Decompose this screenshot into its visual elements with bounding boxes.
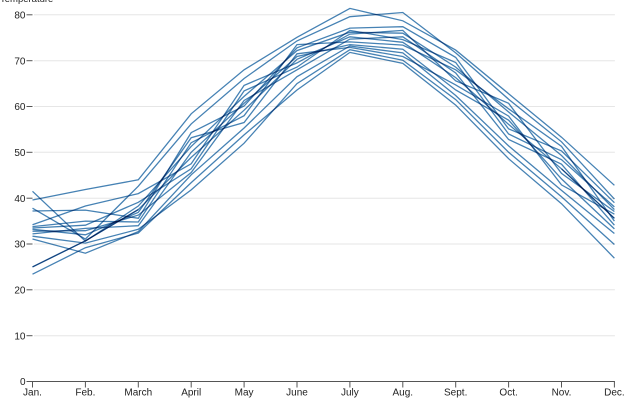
svg-text:June: June (286, 388, 308, 399)
svg-text:Sept.: Sept. (444, 388, 467, 399)
svg-text:10: 10 (14, 331, 26, 342)
svg-text:20: 20 (14, 285, 26, 296)
svg-text:0: 0 (20, 377, 26, 388)
svg-text:60: 60 (14, 102, 26, 113)
svg-text:30: 30 (14, 240, 26, 251)
svg-text:Aug.: Aug. (393, 388, 414, 399)
svg-text:April: April (181, 388, 201, 399)
svg-text:40: 40 (14, 194, 26, 205)
svg-text:Oct.: Oct. (499, 388, 517, 399)
svg-text:Temperature: Temperature (0, 0, 53, 5)
svg-text:Nov.: Nov. (552, 388, 572, 399)
svg-text:Jan.: Jan. (23, 388, 42, 399)
svg-text:March: March (124, 388, 152, 399)
svg-text:July: July (341, 388, 359, 399)
svg-text:Feb.: Feb. (75, 388, 95, 399)
svg-text:50: 50 (14, 148, 26, 159)
svg-text:May: May (235, 388, 254, 399)
svg-text:80: 80 (14, 10, 26, 21)
svg-text:70: 70 (14, 56, 26, 67)
svg-text:Dec.: Dec. (604, 388, 625, 399)
